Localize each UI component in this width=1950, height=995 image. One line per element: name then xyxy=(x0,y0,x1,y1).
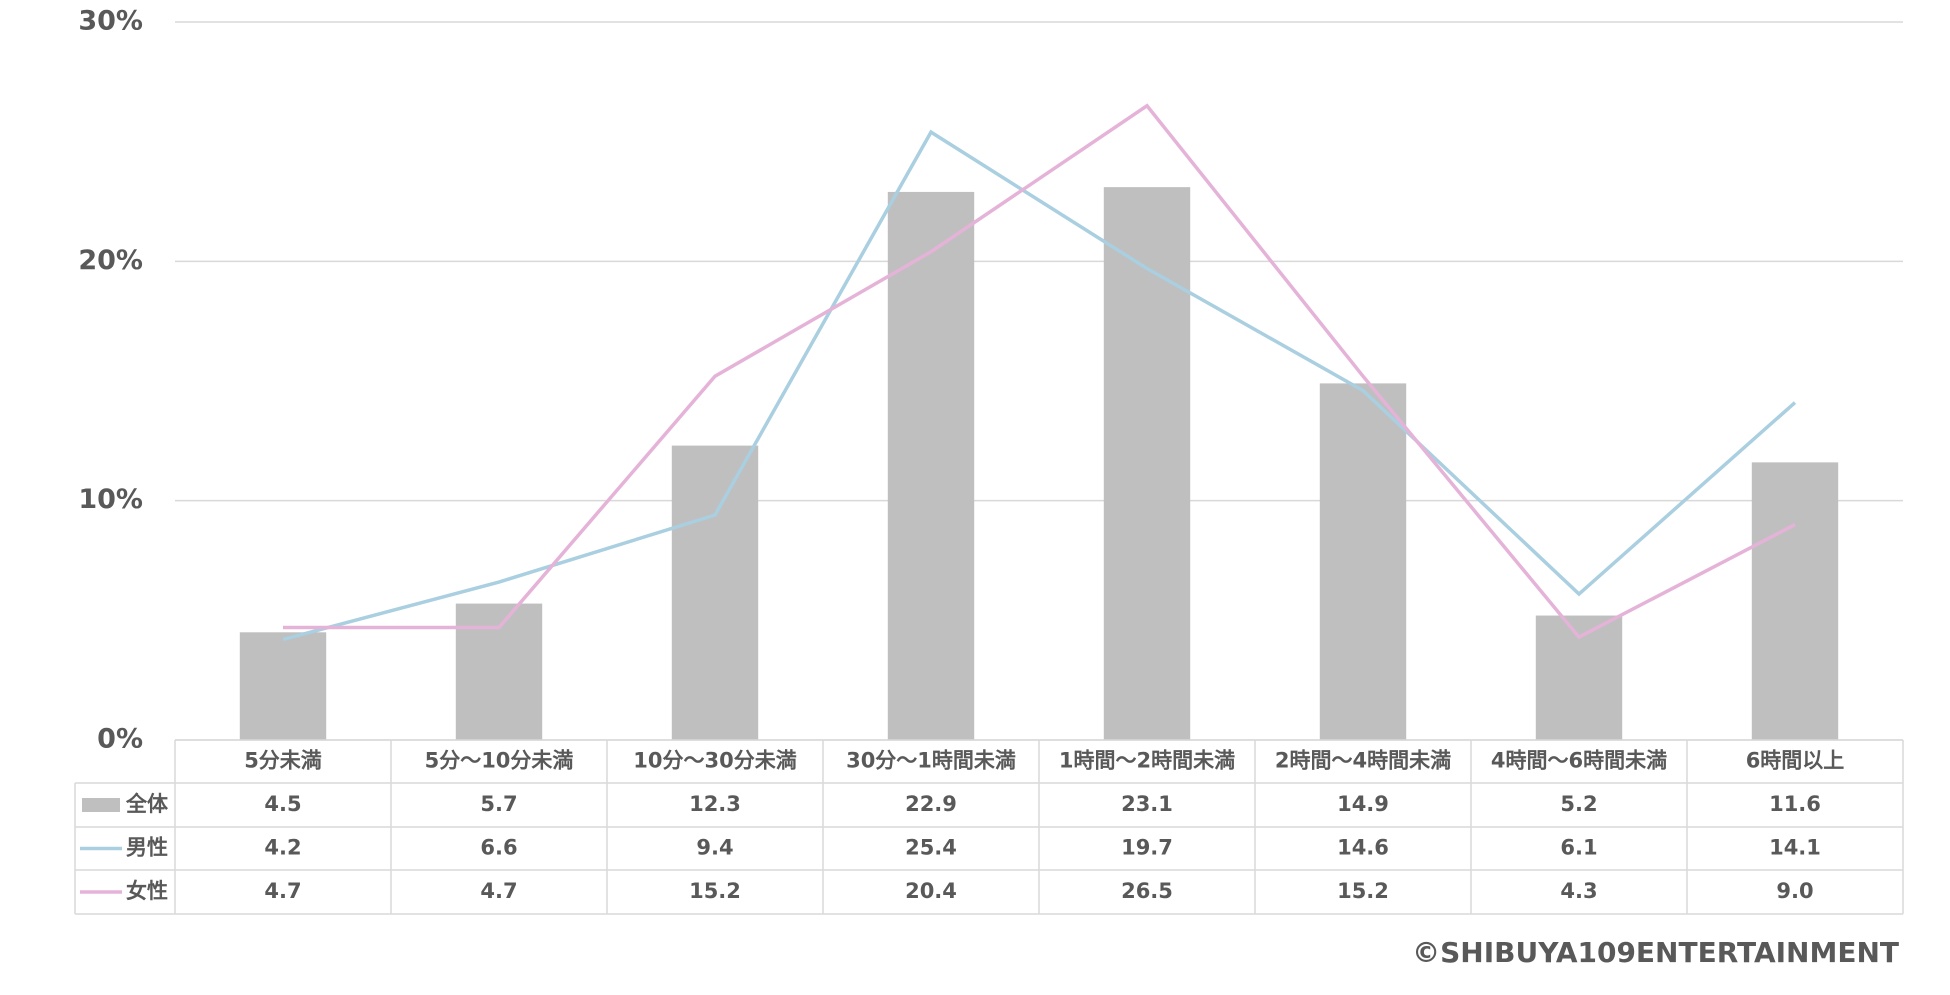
table-value: 23.1 xyxy=(1121,792,1173,816)
x-tick-label: 10分～30分未満 xyxy=(633,749,796,773)
table-value: 14.9 xyxy=(1337,792,1389,816)
y-tick-label: 20% xyxy=(78,245,143,276)
bar xyxy=(1535,615,1623,740)
x-tick-label: 5分未満 xyxy=(244,749,322,773)
table-value: 6.1 xyxy=(1560,836,1597,860)
table-value: 25.4 xyxy=(905,836,957,860)
table-value: 5.7 xyxy=(480,792,517,816)
table-value: 20.4 xyxy=(905,879,957,903)
table-value: 4.3 xyxy=(1560,879,1597,903)
legend-swatch xyxy=(82,798,120,812)
table-value: 14.6 xyxy=(1337,836,1389,860)
table-value: 14.1 xyxy=(1769,836,1821,860)
table-value: 15.2 xyxy=(1337,879,1389,903)
source: ©SHIBUYA109ENTERTAINMENT xyxy=(1412,936,1899,969)
bar xyxy=(671,445,759,740)
x-tick-label: 6時間以上 xyxy=(1746,749,1845,773)
legend-label: 全体 xyxy=(125,792,169,816)
table-value: 4.2 xyxy=(264,836,301,860)
table-value: 4.7 xyxy=(264,879,301,903)
table-value: 12.3 xyxy=(689,792,741,816)
table-value: 5.2 xyxy=(1560,792,1597,816)
table-value: 15.2 xyxy=(689,879,741,903)
x-tick-label: 2時間～4時間未満 xyxy=(1275,749,1451,773)
table-value: 4.7 xyxy=(480,879,517,903)
table-value: 22.9 xyxy=(905,792,957,816)
table-value: 6.6 xyxy=(480,836,517,860)
x-tick-label: 30分～1時間未満 xyxy=(846,749,1016,773)
legend-label: 女性 xyxy=(126,879,168,903)
x-tick-label: 1時間～2時間未満 xyxy=(1059,749,1235,773)
y-tick-label: 30% xyxy=(78,6,143,37)
y-tick-label: 0% xyxy=(97,724,143,755)
x-tick-label: 4時間～6時間未満 xyxy=(1491,749,1667,773)
bar xyxy=(1103,187,1191,740)
bar xyxy=(455,603,543,740)
line-series xyxy=(282,129,1797,642)
legend-label: 男性 xyxy=(126,836,168,860)
table-value: 11.6 xyxy=(1769,792,1821,816)
line-series xyxy=(283,103,1796,640)
table-value: 4.5 xyxy=(264,792,301,816)
x-tick-label: 5分～10分未満 xyxy=(425,749,574,773)
table-value: 9.4 xyxy=(696,836,733,860)
bar xyxy=(1751,462,1839,740)
table-value: 26.5 xyxy=(1121,879,1173,903)
table-value: 19.7 xyxy=(1121,836,1173,860)
bar xyxy=(239,632,327,740)
y-tick-label: 10% xyxy=(78,484,143,515)
bar xyxy=(1319,383,1407,740)
bar xyxy=(887,191,975,741)
table-value: 9.0 xyxy=(1776,879,1813,903)
